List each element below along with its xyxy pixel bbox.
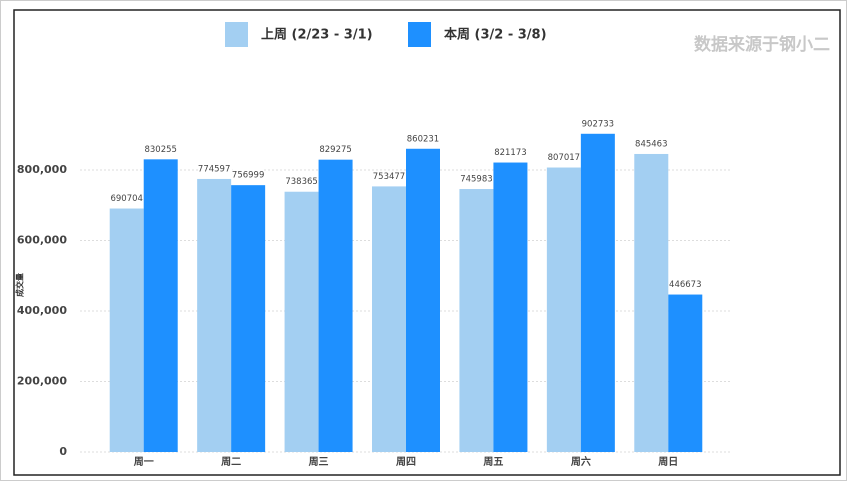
value-label-bg (232, 169, 265, 181)
y-tick-label: 0 (59, 445, 67, 458)
bar (284, 191, 319, 453)
value-label-bg (144, 143, 177, 155)
value-label: 845463 (635, 139, 667, 149)
bar (668, 294, 703, 452)
value-label-bg (110, 192, 143, 204)
value-label: 745983 (460, 175, 492, 185)
y-axis-label: 成交量 (15, 273, 25, 297)
value-label: 830255 (144, 145, 176, 155)
bar (197, 178, 232, 452)
value-label-bg (547, 151, 580, 163)
bar (406, 148, 440, 453)
legend-swatch (408, 22, 431, 47)
value-label: 860231 (407, 134, 439, 144)
value-label: 756999 (232, 171, 264, 181)
bar (580, 133, 615, 452)
bar (372, 186, 406, 452)
y-tick-label: 600,000 (17, 234, 67, 247)
chart-frame (13, 9, 841, 476)
y-tick-label: 200,000 (17, 375, 67, 388)
bar (109, 208, 144, 452)
bar (459, 189, 494, 452)
value-label-bg (635, 137, 668, 149)
value-label-bg (373, 170, 405, 182)
source-note: 数据来源于钢小二 (694, 34, 830, 55)
value-label-bg (198, 162, 231, 174)
value-label: 738365 (285, 177, 317, 187)
x-tick-label: 周五 (483, 456, 503, 468)
x-tick-label: 周一 (134, 456, 154, 468)
legend-swatch (225, 22, 248, 47)
legend-label: 本周 (3/2 - 3/8) (444, 27, 547, 43)
bar (231, 185, 266, 453)
y-tick-label: 800,000 (17, 163, 67, 176)
value-label-bg (669, 278, 702, 290)
value-label: 753477 (373, 172, 405, 182)
x-tick-label: 周三 (309, 456, 329, 468)
value-label: 446673 (669, 280, 701, 290)
x-tick-label: 周二 (221, 456, 241, 468)
value-label: 774597 (198, 164, 230, 174)
bar (546, 167, 581, 453)
value-label-bg (285, 175, 318, 187)
bar (634, 153, 669, 452)
bar (493, 162, 528, 453)
bar (318, 159, 353, 453)
bar (143, 159, 178, 452)
value-label: 690704 (110, 194, 142, 204)
value-label: 829275 (319, 145, 351, 155)
y-tick-label: 400,000 (17, 304, 67, 317)
value-label: 902733 (582, 119, 614, 129)
x-tick-label: 周日 (658, 456, 678, 468)
value-label-bg (494, 146, 527, 158)
x-tick-label: 周六 (571, 455, 591, 468)
value-label: 821173 (494, 148, 526, 158)
x-tick-label: 周四 (396, 456, 416, 468)
value-label-bg (407, 132, 439, 144)
value-label: 807017 (548, 153, 580, 163)
value-label-bg (460, 173, 493, 185)
value-label-bg (581, 117, 614, 129)
legend-label: 上周 (2/23 - 3/1) (261, 28, 373, 43)
value-label-bg (319, 143, 352, 155)
